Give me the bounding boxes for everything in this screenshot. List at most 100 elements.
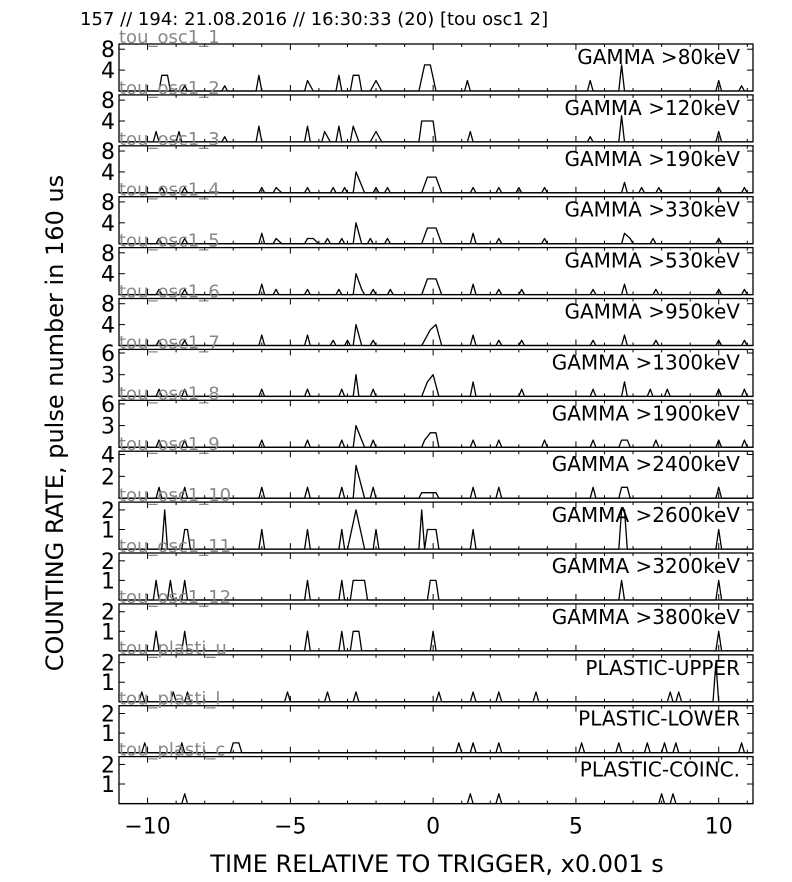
y-tick-label: 8 [101, 38, 115, 63]
panel-frame [118, 145, 754, 194]
panel-tag: tou_osc1_5 [119, 231, 220, 252]
y-tick-label: 4 [101, 314, 115, 339]
x-tick-label: 5 [569, 815, 583, 840]
panel-tag: tou_osc1_10 [119, 485, 231, 506]
series-line [119, 273, 753, 296]
panel-tag: tou_osc1_6 [119, 282, 220, 303]
header-text: 157 // 194: 21.08.2016 // 16:30:33 (20) … [80, 9, 548, 30]
y-tick-label: 2 [101, 465, 115, 490]
y-tick-label: 4 [101, 59, 115, 84]
panel: 12 PLASTIC-UPPER tou_plasti_u [101, 638, 754, 703]
y-tick-label: 8 [101, 140, 115, 165]
y-tick-label: 2 [101, 652, 115, 677]
y-tick-label: 8 [101, 89, 115, 114]
y-tick-label: 1 [101, 671, 115, 696]
y-tick-label: 2 [101, 550, 115, 575]
y-tick-label: 8 [101, 242, 115, 267]
y-tick-label: 8 [101, 293, 115, 318]
series-line [119, 661, 753, 703]
panel-label: GAMMA >120keV [564, 96, 740, 120]
series-line [119, 171, 753, 194]
panel-tag: tou_plasti_u [119, 638, 227, 659]
series-line [119, 64, 753, 92]
panel: 48 GAMMA >330keV tou_osc1_4 [101, 180, 754, 245]
x-tick-label: 10 [705, 815, 733, 840]
x-tick-label: 0 [426, 815, 440, 840]
y-tick-label: 4 [101, 161, 115, 186]
panel-label: GAMMA >950keV [564, 300, 740, 324]
x-tick-label: −10 [124, 815, 170, 840]
panel-frame [118, 501, 754, 550]
series-line [119, 509, 753, 550]
series-line [119, 630, 753, 652]
panel: 12 GAMMA >3200keV tou_osc1_11 [101, 536, 754, 601]
panel-tag: tou_osc1_9 [119, 434, 220, 455]
panel: 12 GAMMA >3800keV tou_osc1_12 [101, 587, 754, 652]
panel-label: GAMMA >330keV [564, 198, 740, 222]
y-tick-label: 3 [101, 364, 115, 389]
series-line [119, 323, 753, 347]
panel-frame [118, 297, 754, 347]
panel-label: GAMMA >2400keV [552, 452, 741, 476]
panel-tag: tou_osc1_4 [119, 180, 220, 201]
y-tick-label: 1 [101, 519, 115, 544]
y-tick-label: 1 [101, 773, 115, 798]
y-tick-label: 6 [101, 393, 115, 418]
panel-frame [118, 196, 754, 245]
panel-label: GAMMA >1300keV [552, 350, 741, 374]
y-tick-label: 1 [101, 722, 115, 747]
x-axis-label: TIME RELATIVE TO TRIGGER, x0.001 s [209, 850, 663, 878]
panel: 48 GAMMA >530keV tou_osc1_5 [101, 231, 754, 296]
panel: 24 GAMMA >2400keV tou_osc1_9 [101, 434, 754, 499]
panel: 48 GAMMA >80keV tou_osc1_1 [101, 27, 754, 92]
panel-label: PLASTIC-LOWER [578, 707, 740, 731]
y-tick-label: 6 [101, 342, 115, 367]
y-tick-label: 3 [101, 415, 115, 440]
panel-frame [118, 348, 754, 398]
y-tick-label: 2 [101, 601, 115, 626]
panel-label: GAMMA >1900keV [552, 401, 741, 425]
panel-label: GAMMA >3800keV [552, 605, 741, 629]
panel: 36 GAMMA >1900keV tou_osc1_8 [101, 383, 754, 448]
y-tick-label: 2 [101, 703, 115, 728]
panel-label: PLASTIC-COINC. [580, 758, 740, 782]
y-axis-label: COUNTING RATE, pulse number in 160 us [41, 175, 69, 671]
panel-tag: tou_osc1_8 [119, 383, 220, 404]
series-line [119, 579, 753, 601]
panel-frame [118, 399, 754, 448]
panel: 48 GAMMA >120keV tou_osc1_2 [101, 78, 754, 143]
series-line [119, 424, 753, 448]
y-tick-label: 1 [101, 620, 115, 645]
panel: 48 GAMMA >190keV tou_osc1_3 [101, 129, 754, 194]
panel: 12 PLASTIC-LOWER tou_plasti_l [101, 689, 754, 754]
series-line [119, 464, 753, 499]
panel-frame [118, 246, 754, 296]
panel-tag: tou_osc1_7 [119, 332, 220, 353]
panel-label: PLASTIC-UPPER [585, 656, 740, 680]
y-tick-label: 4 [101, 443, 115, 468]
series-line [119, 115, 753, 143]
panel-tag: tou_osc1_1 [119, 27, 220, 48]
panel-label: GAMMA >190keV [564, 147, 740, 171]
panel-tag: tou_osc1_11 [119, 536, 231, 557]
panel-tag: tou_plasti_c [119, 740, 225, 761]
series-line [119, 793, 753, 805]
panel-tag: tou_osc1_12 [119, 587, 231, 608]
panel-label: GAMMA >2600keV [552, 503, 741, 527]
y-tick-label: 4 [101, 212, 115, 237]
panel-label: GAMMA >80keV [577, 45, 740, 69]
panel: 36 GAMMA >1300keV tou_osc1_7 [101, 332, 754, 398]
panel-label: GAMMA >3200keV [552, 554, 741, 578]
series-line [119, 374, 753, 398]
y-tick-label: 2 [101, 753, 115, 778]
y-tick-label: 1 [101, 569, 115, 594]
panel-label: GAMMA >530keV [564, 249, 740, 273]
panel-frame [118, 450, 754, 499]
panel-tag: tou_plasti_l [119, 689, 220, 710]
panel: 12 PLASTIC-COINC. tou_plasti_c [101, 740, 754, 805]
series-line [119, 742, 753, 754]
y-tick-label: 8 [101, 191, 115, 216]
panel-tag: tou_osc1_3 [119, 129, 220, 150]
